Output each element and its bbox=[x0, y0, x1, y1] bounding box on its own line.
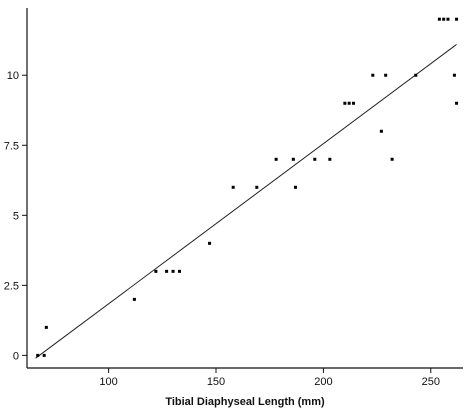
x-tick-label: 100 bbox=[99, 376, 117, 388]
data-point bbox=[274, 157, 278, 161]
data-point bbox=[351, 101, 355, 105]
data-point bbox=[452, 73, 456, 77]
y-tick-label: 5 bbox=[13, 210, 19, 222]
data-point bbox=[379, 129, 383, 133]
data-point bbox=[384, 73, 388, 77]
data-point bbox=[154, 269, 158, 273]
data-point bbox=[455, 17, 459, 21]
data-point bbox=[371, 73, 375, 77]
data-point bbox=[414, 73, 418, 77]
y-tick-label: 2.5 bbox=[4, 280, 19, 292]
x-axis-ticks: 100 150 200 250 bbox=[99, 368, 440, 388]
data-point bbox=[313, 157, 317, 161]
y-tick-label: 10 bbox=[7, 70, 19, 82]
regression-line-group bbox=[35, 44, 457, 359]
y-tick-label: 7.5 bbox=[4, 140, 19, 152]
data-point bbox=[44, 325, 48, 329]
x-tick-label: 150 bbox=[207, 376, 225, 388]
data-point bbox=[291, 157, 295, 161]
x-axis-title: Tibial Diaphyseal Length (mm) bbox=[165, 396, 325, 408]
data-point bbox=[42, 353, 46, 357]
regression-line bbox=[35, 44, 457, 359]
data-point bbox=[437, 17, 441, 21]
data-point bbox=[442, 17, 446, 21]
data-point bbox=[36, 353, 40, 357]
x-tick-label: 250 bbox=[422, 376, 440, 388]
data-point bbox=[171, 269, 175, 273]
data-point bbox=[165, 269, 169, 273]
data-point bbox=[177, 269, 181, 273]
data-point bbox=[455, 101, 459, 105]
data-point bbox=[132, 297, 136, 301]
data-point bbox=[343, 101, 347, 105]
y-axis-ticks: 0 2.5 5 7.5 10 bbox=[4, 70, 27, 362]
data-point bbox=[208, 241, 212, 245]
data-point bbox=[347, 101, 351, 105]
data-point bbox=[293, 185, 297, 189]
data-point bbox=[255, 185, 259, 189]
data-point bbox=[390, 157, 394, 161]
data-points bbox=[36, 17, 459, 357]
data-point bbox=[328, 157, 332, 161]
x-tick-label: 200 bbox=[314, 376, 332, 388]
data-point bbox=[231, 185, 235, 189]
y-tick-label: 0 bbox=[13, 350, 19, 362]
data-point bbox=[446, 17, 450, 21]
